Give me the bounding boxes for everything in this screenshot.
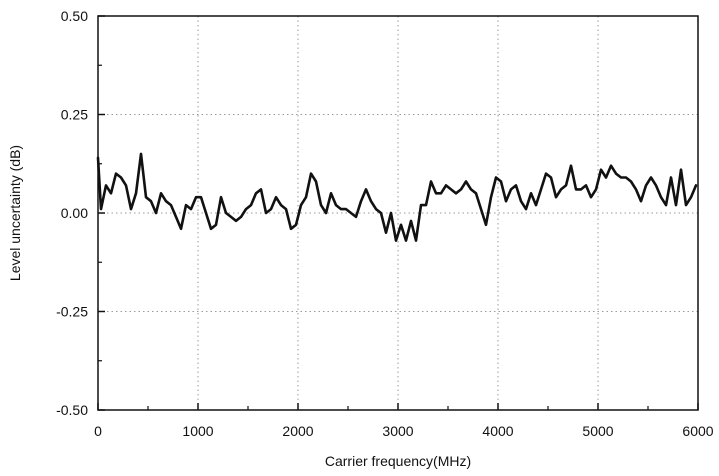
grid [98,16,698,410]
axis-ticks [97,15,699,411]
x-tick-label: 1000 [182,423,213,439]
y-tick-label: 0.50 [61,8,88,24]
x-tick-label: 6000 [682,423,713,439]
series-line [96,152,698,242]
x-tick-label: 4000 [482,423,513,439]
x-tick-label: 3000 [382,423,413,439]
y-axis-label: Level uncertainty (dB) [7,145,23,281]
x-tick-label: 2000 [282,423,313,439]
x-tick-label: 5000 [582,423,613,439]
y-tick-label: -0.25 [56,304,88,320]
y-tick-label: -0.50 [56,402,88,418]
y-tick-label: 0.00 [61,205,88,221]
x-axis-label: Carrier frequency(MHz) [325,453,471,469]
x-tick-label: 0 [94,423,102,439]
y-tick-label: 0.25 [61,107,88,123]
tick-labels: 0 1000 2000 3000 4000 5000 6000 -0.50 -0.25 0.00 0… [56,8,714,439]
